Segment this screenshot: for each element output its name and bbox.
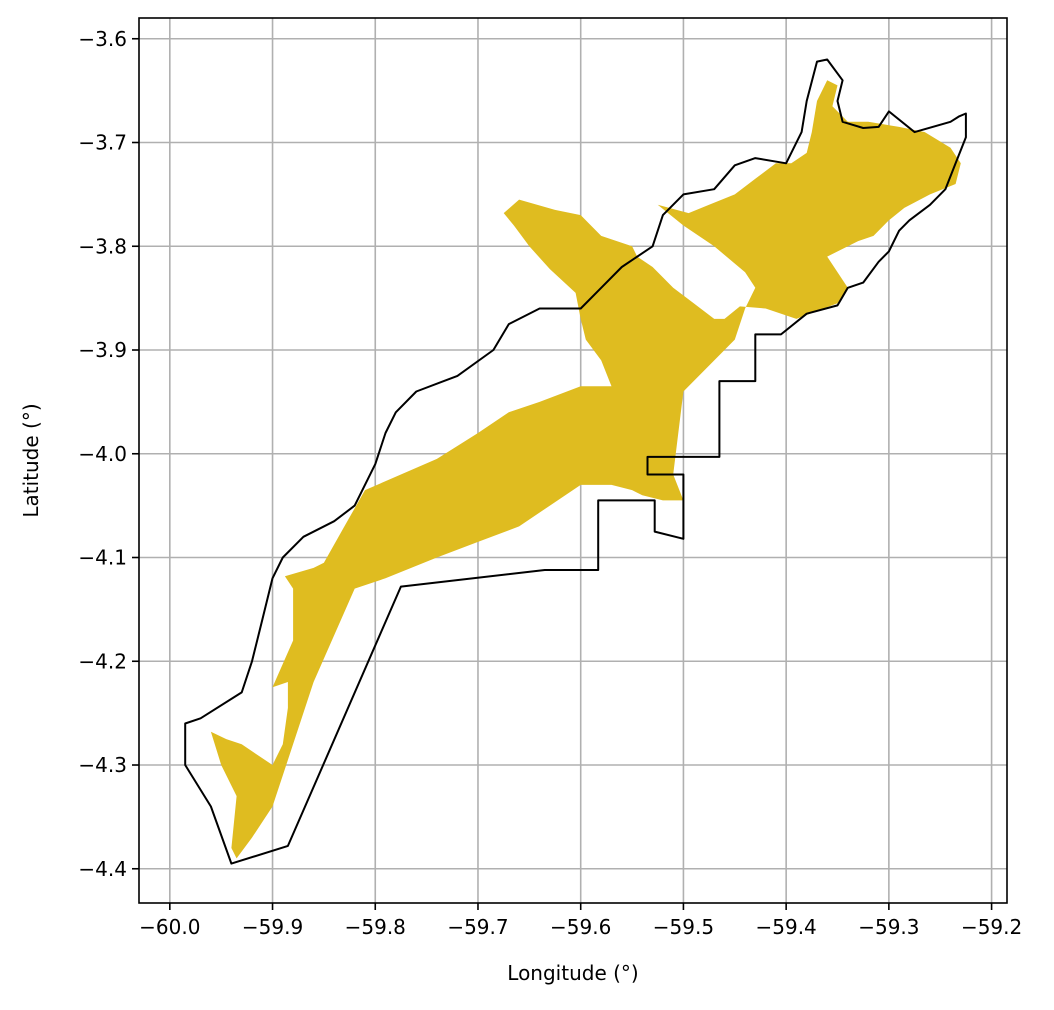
y-axis-label: Latitude (°) — [19, 403, 43, 517]
y-tick-label: −3.7 — [78, 131, 127, 155]
y-tick-label: −4.4 — [78, 857, 127, 881]
x-axis-label: Longitude (°) — [507, 961, 638, 985]
y-tick-label: −4.3 — [78, 753, 127, 777]
filled-region — [210, 80, 961, 859]
y-tick-label: −3.6 — [78, 27, 127, 51]
plot-frame — [138, 17, 1008, 904]
y-tick-label: −4.2 — [78, 649, 127, 673]
y-tick-label: −4.1 — [78, 546, 127, 570]
x-tick-label: −59.7 — [447, 915, 508, 939]
x-tick-label: −59.8 — [345, 915, 406, 939]
y-tick-label: −3.8 — [78, 234, 127, 258]
x-tick-label: −59.6 — [550, 915, 611, 939]
y-axis-ticks: −3.6 −3.7 −3.8 −3.9 −4.0 −4.1 −4.2 −4.3 −4.4 — [78, 27, 139, 881]
x-tick-label: −59.4 — [755, 915, 816, 939]
boundary-outline-layer — [184, 58, 967, 865]
boundary-outline — [184, 58, 967, 865]
x-axis-ticks: −60.0 −59.9 −59.8 −59.7 −59.6 −59.5 −59.4 −59.3… — [139, 903, 1022, 939]
y-tick-label: −3.9 — [78, 338, 127, 362]
x-tick-label: −59.5 — [653, 915, 714, 939]
filled-area-layer — [210, 80, 961, 859]
x-tick-label: −59.9 — [242, 915, 303, 939]
x-tick-label: −59.3 — [858, 915, 919, 939]
x-tick-label: −59.2 — [961, 915, 1022, 939]
y-tick-label: −4.0 — [78, 442, 127, 466]
x-tick-label: −60.0 — [139, 915, 200, 939]
